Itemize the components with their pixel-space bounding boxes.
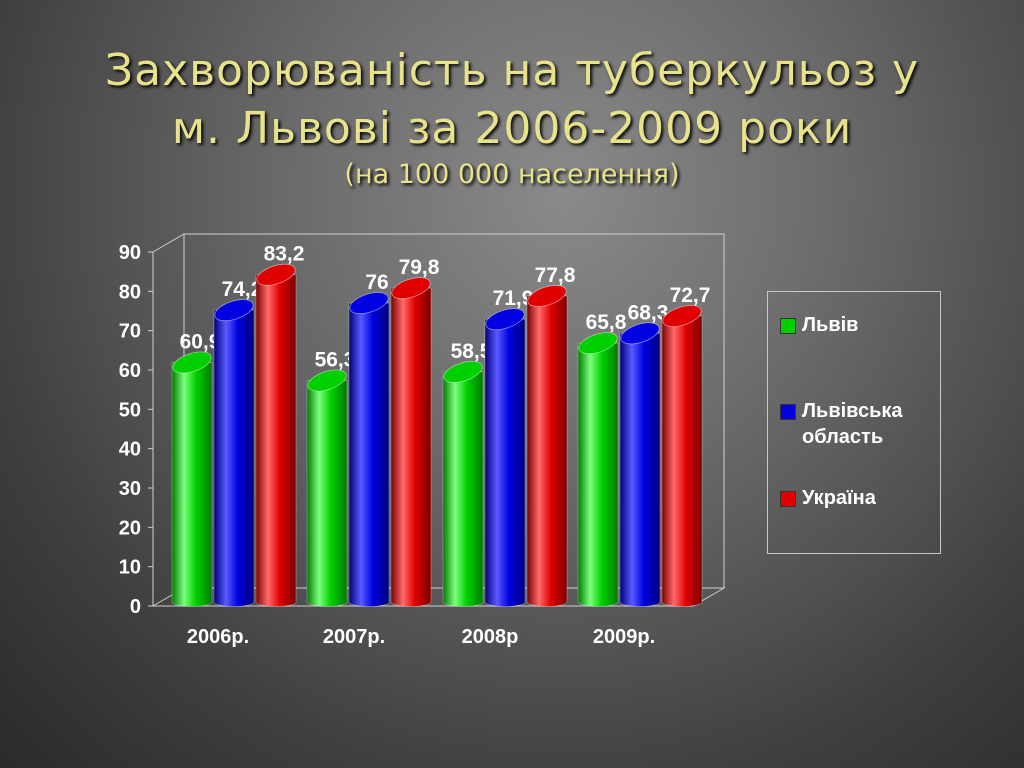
title-line-1: Захворюваність на туберкульоз у bbox=[104, 45, 920, 96]
legend-label-ukraine: Україна bbox=[802, 487, 876, 509]
bar-value-label: 65,8 bbox=[586, 311, 627, 334]
legend-swatch-lviv bbox=[780, 318, 796, 334]
legend-swatch-oblast bbox=[780, 404, 796, 420]
slide-title: Захворюваність на туберкульоз у м. Львов… bbox=[0, 42, 1024, 192]
bar-value-label: 76 bbox=[365, 271, 388, 294]
y-tick-label: 40 bbox=[119, 439, 141, 461]
bar-body bbox=[577, 342, 619, 607]
y-tick-label: 60 bbox=[119, 360, 141, 382]
bar-body bbox=[442, 371, 484, 607]
bar-top bbox=[485, 308, 525, 331]
bar: 68,3 bbox=[619, 301, 669, 607]
bar-top bbox=[391, 277, 431, 300]
bar-top bbox=[214, 299, 254, 322]
bar-top bbox=[349, 292, 389, 315]
bars: 60,9 74,283,2 56,3 76 79,8 58,5 71,977,8 65,8 68… bbox=[171, 243, 711, 607]
y-tick-label: 20 bbox=[119, 517, 141, 539]
bar-value-label: 68,3 bbox=[628, 301, 669, 324]
y-tick-label: 90 bbox=[119, 242, 141, 264]
bar-top bbox=[527, 285, 567, 307]
y-tick-label: 50 bbox=[119, 399, 141, 421]
bar-value-label: 77,8 bbox=[535, 264, 576, 287]
title-subtitle: (на 100 000 населення) bbox=[344, 159, 680, 190]
bar-body bbox=[661, 315, 703, 607]
bar: 79,8 bbox=[390, 256, 440, 607]
bar-top bbox=[620, 322, 660, 345]
bar-body bbox=[390, 287, 432, 607]
bar-body bbox=[484, 318, 526, 607]
bar-body bbox=[348, 302, 390, 607]
chart-legend: Львів Львівська область Україна bbox=[767, 291, 941, 554]
x-axis-labels: 2006р. 2007р. 2008р 2009р. bbox=[187, 626, 655, 648]
y-tick-label: 0 bbox=[130, 596, 141, 618]
bar: 60,9 bbox=[171, 330, 221, 607]
bar: 56,3 bbox=[306, 349, 356, 607]
bar-body bbox=[213, 309, 255, 607]
bar: 65,8 bbox=[577, 311, 627, 607]
bar: 74,2 bbox=[213, 278, 263, 607]
bar-body bbox=[619, 332, 661, 607]
y-tick-label: 30 bbox=[119, 478, 141, 500]
x-tick-label: 2007р. bbox=[323, 626, 385, 648]
bar: 83,2 bbox=[255, 243, 305, 607]
bar-body bbox=[255, 274, 297, 607]
bar: 72,7 bbox=[661, 284, 711, 607]
bar-top bbox=[172, 351, 212, 374]
bar-top bbox=[256, 263, 296, 286]
bar-value-label: 79,8 bbox=[399, 256, 440, 279]
legend-item-oblast: Львівська область bbox=[780, 398, 942, 450]
bar: 77,8 bbox=[526, 264, 576, 607]
bar-body bbox=[171, 362, 213, 607]
legend-swatch-ukraine bbox=[780, 491, 796, 507]
y-tick-label: 80 bbox=[119, 281, 141, 303]
bar-top bbox=[662, 305, 702, 328]
bar-value-label: 74,2 bbox=[222, 278, 263, 301]
bar-value-label: 56,3 bbox=[315, 349, 356, 372]
title-line-2: м. Львові за 2006-2009 роки bbox=[171, 103, 853, 154]
bar: 71,9 bbox=[484, 287, 534, 607]
bar-value-label: 58,5 bbox=[451, 340, 492, 363]
x-tick-label: 2008р bbox=[462, 626, 519, 648]
bar-top bbox=[443, 360, 483, 383]
bar-body bbox=[526, 295, 568, 607]
x-tick-label: 2006р. bbox=[187, 626, 249, 648]
legend-label-oblast: Львівська область bbox=[802, 400, 903, 448]
legend-item-lviv: Львів bbox=[780, 312, 858, 338]
x-tick-label: 2009р. bbox=[593, 626, 655, 648]
y-tick-label: 70 bbox=[119, 321, 141, 343]
legend-item-ukraine: Україна bbox=[780, 485, 876, 511]
y-tick-label: 10 bbox=[119, 557, 141, 579]
bar-body bbox=[306, 380, 348, 607]
legend-label-lviv: Львів bbox=[802, 314, 859, 336]
bar-top bbox=[578, 332, 618, 355]
back-wall bbox=[152, 233, 725, 588]
bar: 58,5 bbox=[442, 340, 492, 607]
bar-value-label: 72,7 bbox=[670, 284, 711, 307]
bar-value-label: 71,9 bbox=[493, 287, 534, 310]
y-axis-ticks: 0 10 20 30 40 50 60 70 80 90 bbox=[119, 242, 153, 618]
bar-value-label: 83,2 bbox=[264, 243, 305, 266]
bar-top bbox=[307, 369, 347, 392]
bar: 76 bbox=[348, 271, 390, 607]
bar-value-label: 60,9 bbox=[180, 330, 221, 353]
